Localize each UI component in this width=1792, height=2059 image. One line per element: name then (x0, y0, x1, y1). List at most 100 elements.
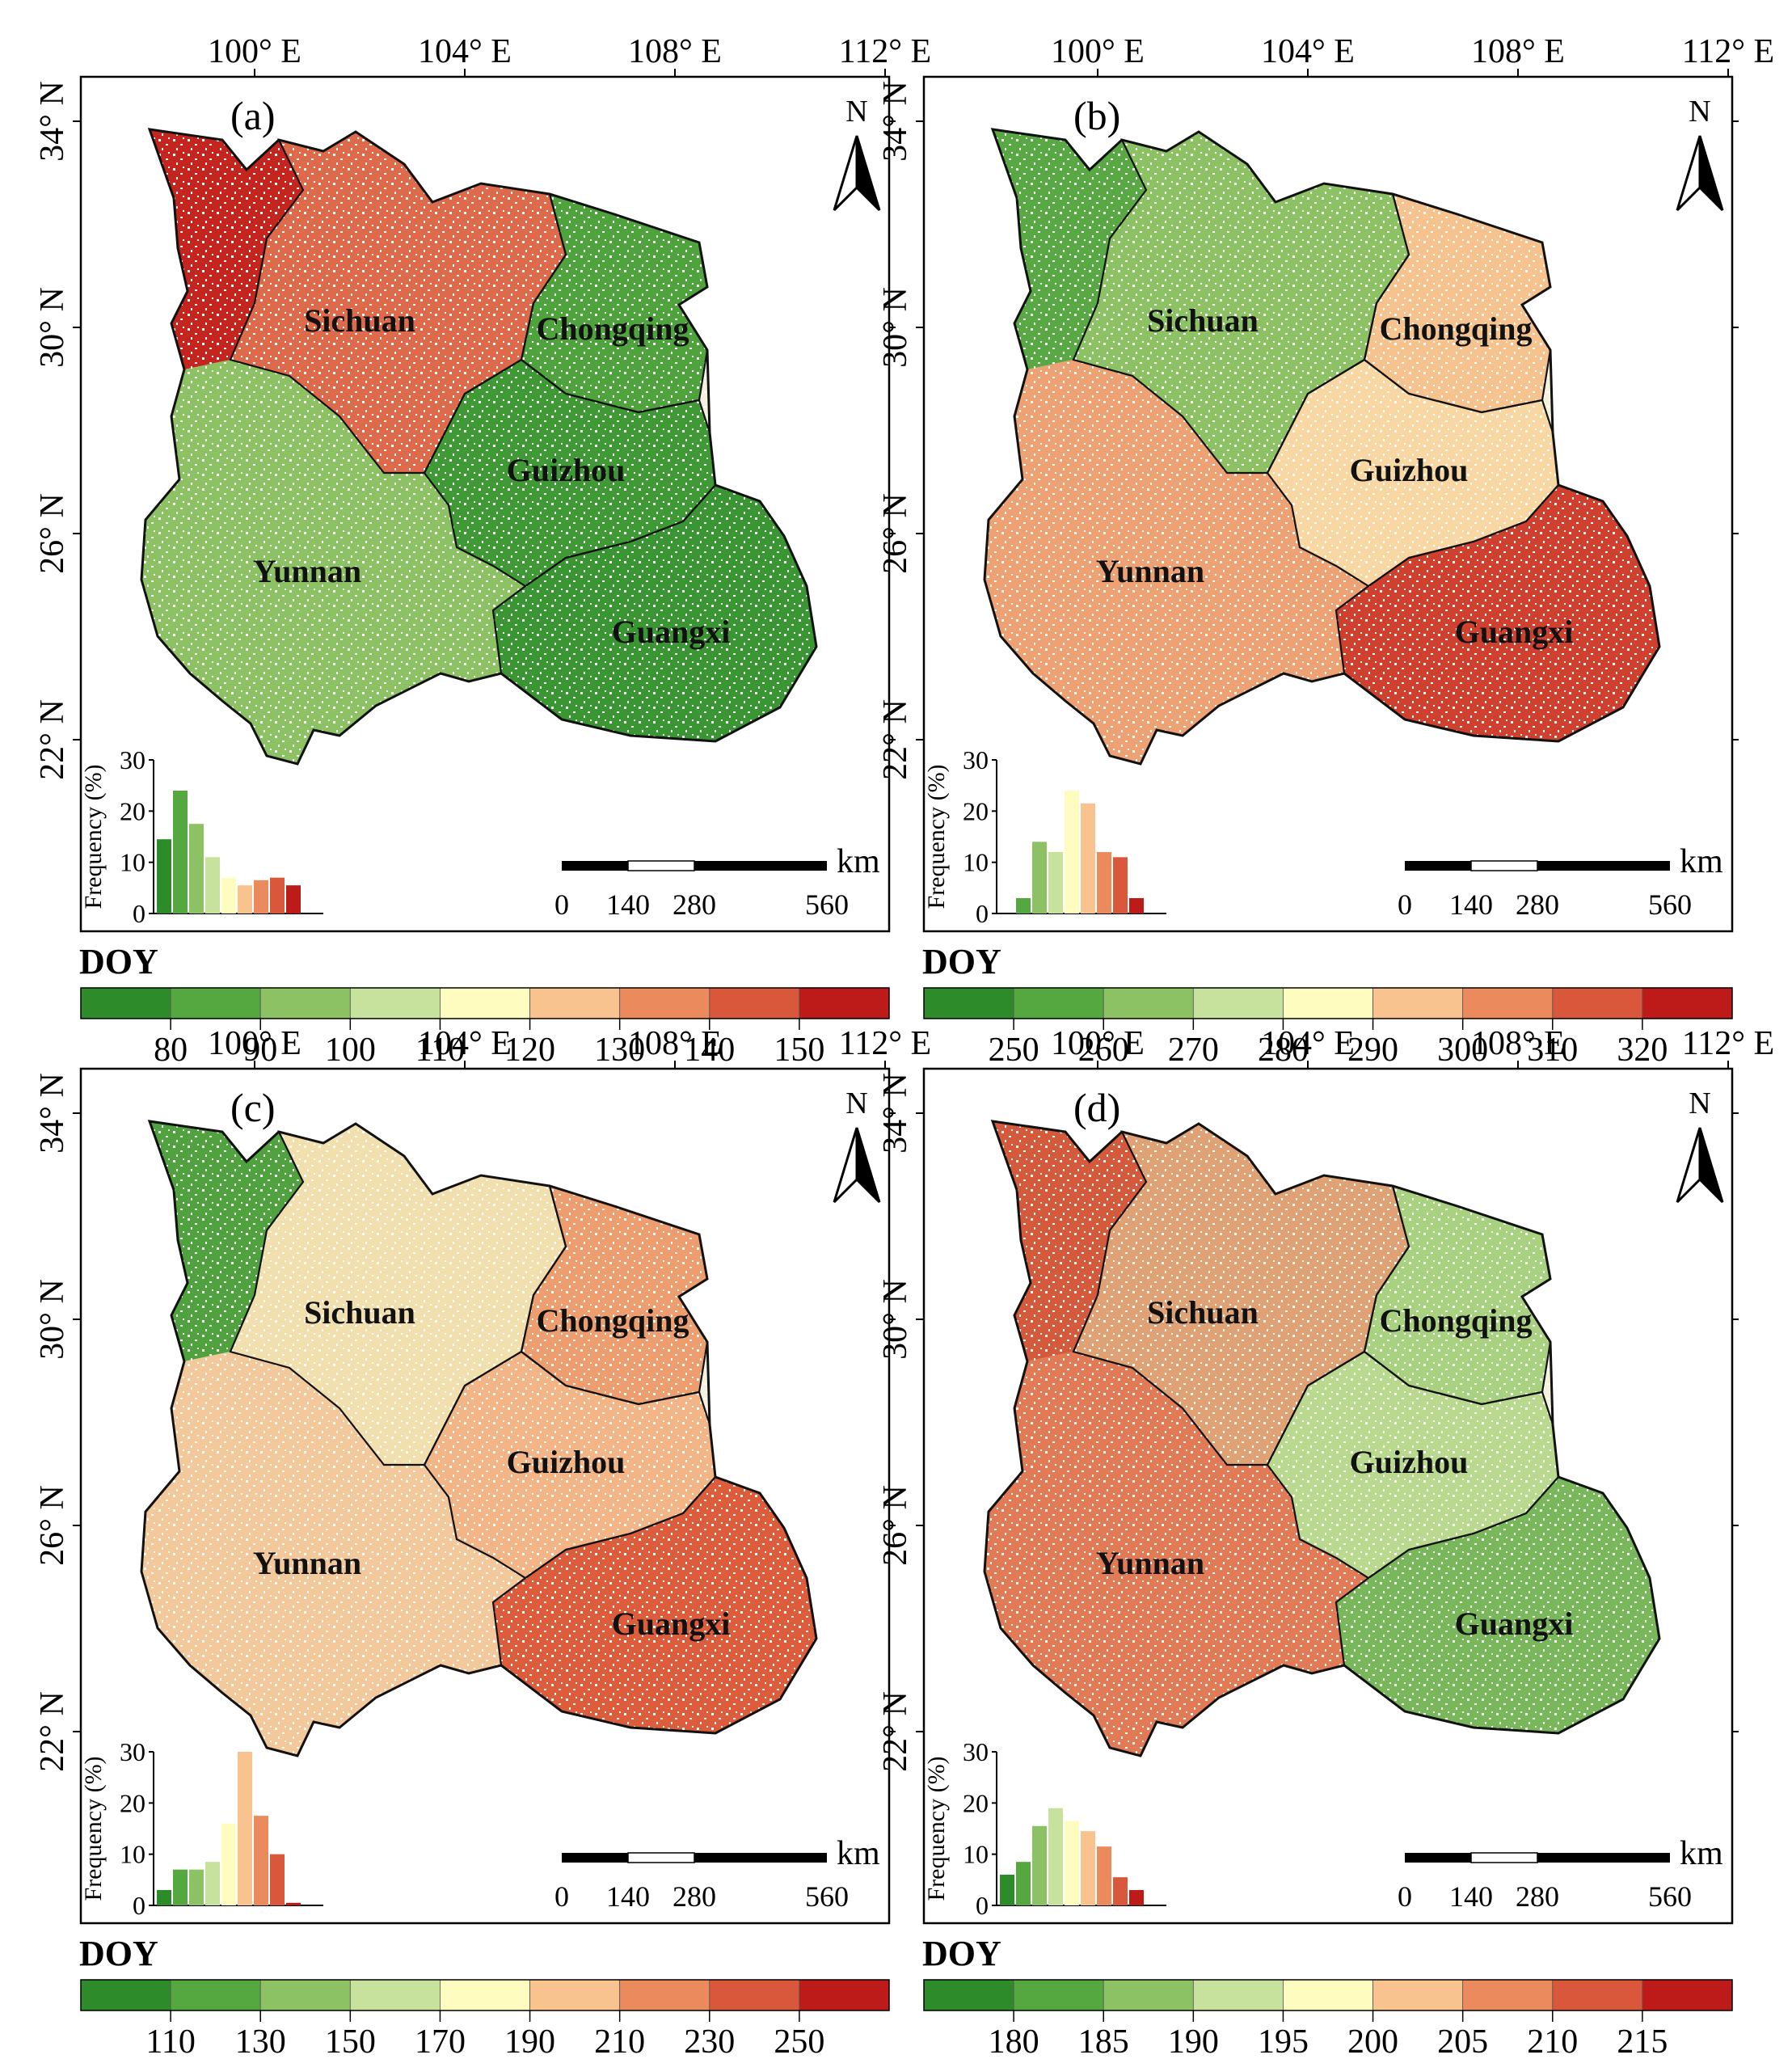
north-arrow: N (833, 95, 881, 212)
scale-segment (1405, 1853, 1471, 1863)
lat-label: 22° N (877, 699, 914, 780)
scale-tick-label: 140 (1449, 1880, 1493, 1913)
province-label-chongqing: Chongqing (1380, 1302, 1533, 1339)
hist-bar (1016, 898, 1031, 913)
legend-swatch (1462, 1979, 1554, 2011)
scale-tick-label: 140 (606, 1880, 650, 1913)
hist-bar (221, 877, 236, 913)
legend-bar-outline (80, 1979, 890, 2011)
legend-title: DOY (79, 1934, 158, 1973)
map-body: Sichuan Chongqing Guizhou Yunnan Guangxi (983, 128, 1661, 766)
map-panel-d: 100° E 104° E 108° E 112° E 34° N 30° N 26° N 2… (877, 1025, 1774, 2059)
lat-label: 22° N (34, 1691, 71, 1772)
scale-tick-label: 560 (805, 888, 849, 921)
hist-bar (1081, 1831, 1095, 1905)
legend-swatch (1552, 987, 1643, 1019)
legend-tick-label: 180 (989, 2023, 1039, 2059)
legend-tick-label: 195 (1258, 2023, 1309, 2059)
legend-swatch (799, 1979, 890, 2011)
legend-swatch (1013, 987, 1104, 1019)
study-area-boundary (983, 1120, 1661, 1757)
hist-bar (173, 1869, 188, 1905)
hist-bar (270, 1854, 285, 1905)
hist-bar (189, 824, 204, 913)
hist-bar (270, 877, 285, 913)
legend-bar-outline (80, 987, 890, 1019)
legend-swatch (529, 987, 621, 1019)
map-panel-a: 100° E 104° E 108° E 112° E 34° N 30° N 26° N 2… (34, 33, 931, 1069)
hist-y-label: Frequency (%) (80, 1756, 107, 1901)
legend-tick-label: 130 (594, 1032, 645, 1069)
scale-segment (1537, 1853, 1670, 1863)
province-label-guangxi: Guangxi (612, 1605, 731, 1642)
legend-title: DOY (79, 942, 158, 981)
scale-segment (627, 860, 695, 871)
lon-label: 100° E (1051, 1025, 1145, 1062)
hist-bar (1097, 1846, 1111, 1905)
lon-label: 108° E (1471, 1025, 1565, 1062)
hist-y-tick-label: 20 (963, 796, 989, 825)
legend-swatch (709, 987, 800, 1019)
legend-title: DOY (922, 942, 1001, 981)
hist-bar (1032, 842, 1047, 913)
scale-segment (562, 861, 628, 871)
hist-bar (1129, 1890, 1144, 1905)
legend-tick-label: 100 (325, 1032, 376, 1069)
hist-y-tick-label: 0 (976, 899, 989, 928)
legend-tick-label: 250 (774, 2023, 824, 2059)
hist-y-tick-label: 30 (120, 1737, 145, 1766)
hist-bar (1000, 1875, 1014, 1905)
north-arrow: N (1676, 1086, 1724, 1204)
province-label-chongqing: Chongqing (1380, 310, 1533, 347)
province-label-guizhou: Guizhou (1350, 1444, 1469, 1480)
legend-tick-label: 215 (1617, 2023, 1668, 2059)
legend-swatch (799, 987, 890, 1019)
legend-swatch (80, 1979, 171, 2011)
legend-tick-label: 260 (1078, 1032, 1129, 1069)
province-label-guizhou: Guizhou (507, 452, 626, 488)
scale-unit: km (837, 843, 880, 880)
province-label-yunnan: Yunnan (253, 553, 361, 589)
scale-tick-label: 0 (1398, 1880, 1412, 1913)
scale-segment (1405, 861, 1471, 871)
scale-unit: km (1680, 843, 1723, 880)
province-label-guangxi: Guangxi (1455, 1605, 1574, 1642)
legend-tick-label: 290 (1347, 1032, 1398, 1069)
north-label: N (845, 1086, 867, 1120)
legend-swatch (1013, 1979, 1104, 2011)
frequency-histogram: 0 10 20 30 Frequency (%) (923, 1737, 1166, 1920)
scale-tick-label: 560 (805, 1880, 849, 1913)
lat-label: 30° N (34, 287, 71, 368)
legend-tick-label: 210 (594, 2023, 645, 2059)
hist-bar (1081, 803, 1095, 913)
lat-label: 34° N (877, 1073, 914, 1154)
north-arrow-right-half (855, 1127, 881, 1204)
legend-tick-label: 190 (504, 2023, 555, 2059)
legend-tick-label: 120 (504, 1032, 555, 1069)
lat-label: 30° N (877, 287, 914, 368)
legend-swatch (1192, 1979, 1284, 2011)
hist-y-label: Frequency (%) (923, 1756, 950, 1901)
missing-data-speckle (141, 1121, 816, 1756)
scale-bar: km 0 140 280 560 (1398, 843, 1723, 921)
scale-tick-label: 140 (1449, 888, 1493, 921)
hist-bar (254, 880, 268, 913)
hist-bar (254, 1816, 268, 1905)
hist-y-label: Frequency (%) (80, 764, 107, 909)
lat-label: 26° N (877, 1485, 914, 1566)
scale-bar: km 0 140 280 560 (1398, 1835, 1723, 1913)
legend-tick-label: 210 (1527, 2023, 1578, 2059)
north-label: N (845, 95, 867, 129)
scale-unit: km (837, 1835, 880, 1872)
hist-y-tick-label: 20 (120, 796, 145, 825)
province-label-sichuan: Sichuan (1147, 302, 1259, 339)
legend-tick-label: 90 (243, 1032, 277, 1069)
north-arrow: N (1676, 95, 1724, 212)
legend-swatch (1462, 987, 1554, 1019)
legend-swatch (923, 987, 1014, 1019)
legend-title: DOY (922, 1934, 1001, 1973)
hist-bar (1032, 1825, 1047, 1905)
legend-tick-label: 300 (1437, 1032, 1488, 1069)
hist-bar (1113, 857, 1128, 913)
legend-tick-label: 310 (1527, 1032, 1578, 1069)
